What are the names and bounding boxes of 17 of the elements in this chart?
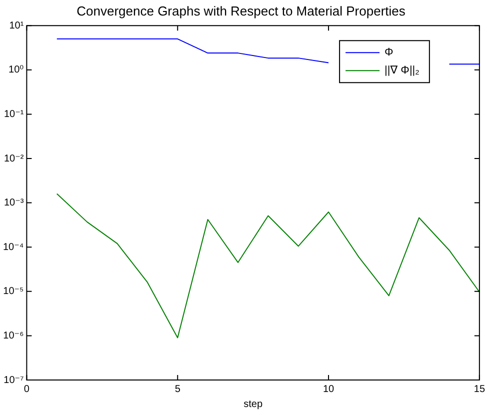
y-tick-label: 10⁻⁵ — [3, 286, 24, 298]
y-tick-label: 10⁻⁶ — [3, 330, 24, 342]
x-tick-label: 15 — [474, 384, 486, 395]
y-tick-label: 10⁻² — [4, 153, 24, 164]
x-tick-label: 5 — [174, 384, 181, 395]
y-tick-label: 10⁻³ — [4, 198, 24, 209]
y-tick-label: 10⁻¹ — [4, 108, 24, 120]
y-tick-label: 10¹ — [9, 20, 24, 32]
y-tick-label: 10⁻⁴ — [2, 242, 24, 253]
chart-title: Convergence Graphs with Respect to Material Properties — [76, 3, 406, 18]
y-tick-label: 10⁻⁷ — [4, 374, 24, 386]
legend-label: ||∇ Φ||₂ — [384, 64, 420, 77]
x-axis-title: step — [244, 398, 263, 410]
legend-label: Φ — [384, 46, 394, 59]
x-tick-label: 0 — [24, 384, 30, 395]
x-tick-label: 10 — [322, 384, 335, 395]
y-tick-label: 10⁰ — [8, 64, 24, 76]
